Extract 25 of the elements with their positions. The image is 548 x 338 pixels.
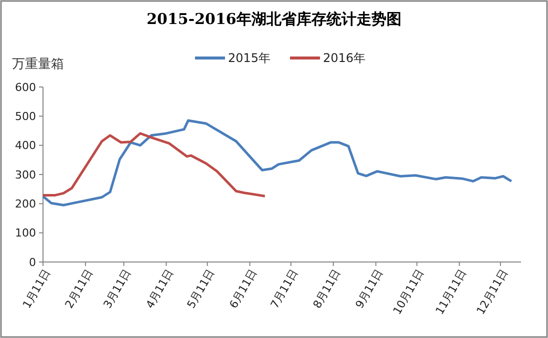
y-tick-label: 300: [15, 168, 36, 182]
x-tick-label: 11月11日: [433, 266, 470, 317]
legend-label: 2015年: [228, 51, 271, 66]
y-tick-label: 400: [15, 139, 36, 152]
line-series: [42, 119, 513, 206]
y-tick-label: 100: [15, 226, 36, 240]
x-tick-label: 9月11日: [352, 266, 386, 311]
x-tick-label: 7月11日: [268, 266, 301, 311]
chart-title: 2015-2016年湖北省库存统计走势图: [146, 10, 402, 28]
x-tick-label: 4月11日: [143, 266, 176, 311]
legend-label: 2016年: [323, 51, 366, 66]
y-axis-title: 万重量箱: [12, 57, 64, 72]
x-tick-label: 6月11日: [226, 266, 260, 311]
y-tick-label: 200: [15, 198, 36, 211]
x-tick-label: 10月11日: [390, 266, 427, 317]
line-series: [42, 132, 266, 198]
x-tick-label: 5月11日: [184, 266, 218, 311]
x-tick-label: 3月11日: [100, 266, 134, 311]
y-tick-label: 500: [15, 110, 36, 124]
x-tick-label: 12月11日: [474, 266, 510, 317]
y-tick-label: 0: [29, 256, 36, 269]
x-tick-label: 2月11日: [62, 266, 96, 311]
y-tick-label: 600: [15, 80, 36, 94]
x-tick-label: 1月11日: [20, 266, 53, 311]
x-tick-label: 8月11日: [310, 266, 344, 311]
